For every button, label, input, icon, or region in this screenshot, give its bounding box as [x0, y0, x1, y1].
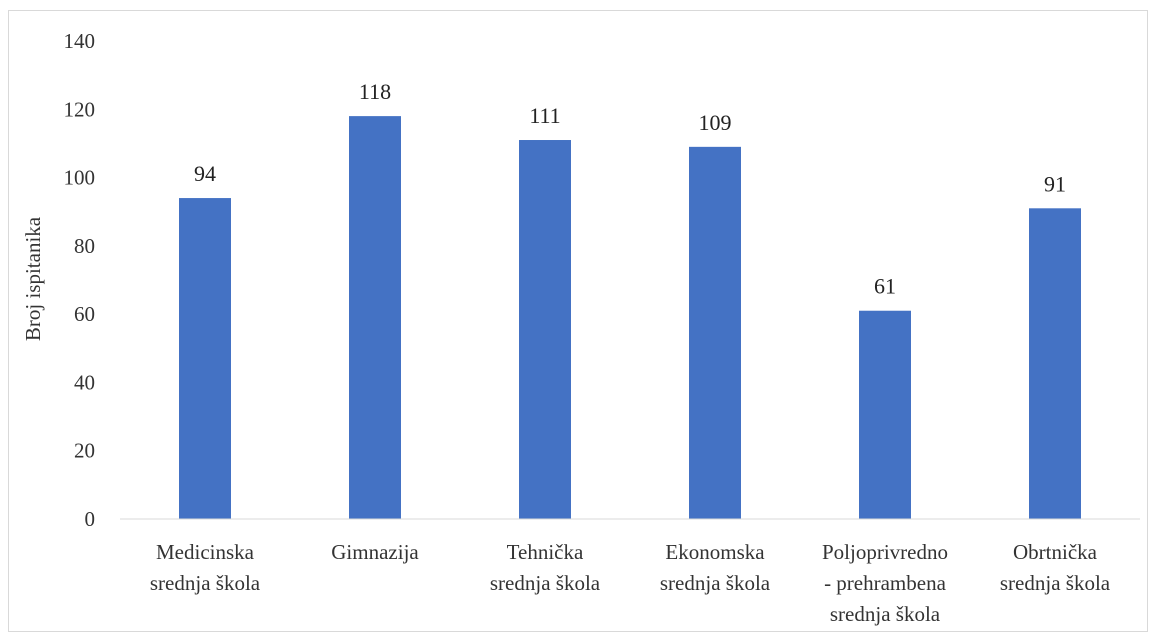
x-category-label: - prehrambena — [824, 571, 947, 595]
y-tick-label: 20 — [74, 439, 95, 463]
bar — [349, 116, 401, 519]
x-category-label: srednja škola — [1000, 571, 1111, 595]
bar-value-label: 118 — [359, 79, 391, 104]
y-tick-label: 0 — [85, 507, 96, 531]
bar-value-label: 61 — [874, 274, 896, 299]
y-tick-label: 120 — [64, 97, 96, 121]
x-category-label: srednja škola — [150, 571, 261, 595]
y-axis-label: Broj ispitanika — [21, 216, 45, 341]
bar-value-label: 109 — [699, 110, 732, 135]
bar — [1029, 208, 1081, 520]
bar-value-label: 111 — [529, 103, 560, 128]
x-category-label: srednja škola — [490, 571, 601, 595]
x-category-label: Medicinska — [156, 540, 255, 564]
y-tick-label: 60 — [74, 302, 95, 326]
x-category-label: Ekonomska — [665, 540, 765, 564]
y-tick-label: 40 — [74, 370, 95, 394]
y-axis-ticks: 0 20 40 60 80 100 120 140 — [64, 29, 96, 531]
y-tick-label: 100 — [64, 166, 96, 190]
y-tick-label: 140 — [64, 29, 96, 53]
bars — [179, 116, 1081, 520]
bar — [689, 146, 741, 520]
x-category-label: Obrtnička — [1013, 540, 1098, 564]
x-category-label: srednja škola — [660, 571, 771, 595]
x-category-label: Poljoprivredno — [822, 540, 948, 564]
bar-value-label: 94 — [194, 161, 216, 186]
bar — [179, 198, 231, 520]
x-axis-categories: Medicinska srednja škola Gimnazija Tehnička… — [150, 540, 1111, 626]
x-category-label: Gimnazija — [331, 540, 419, 564]
data-labels: 94 118 111 109 61 91 — [194, 79, 1066, 299]
bar — [519, 140, 571, 519]
x-category-label: Tehnička — [507, 540, 584, 564]
bar-value-label: 91 — [1044, 171, 1066, 196]
bar — [859, 310, 911, 519]
y-tick-label: 80 — [74, 234, 95, 258]
x-category-label: srednja škola — [830, 602, 941, 626]
